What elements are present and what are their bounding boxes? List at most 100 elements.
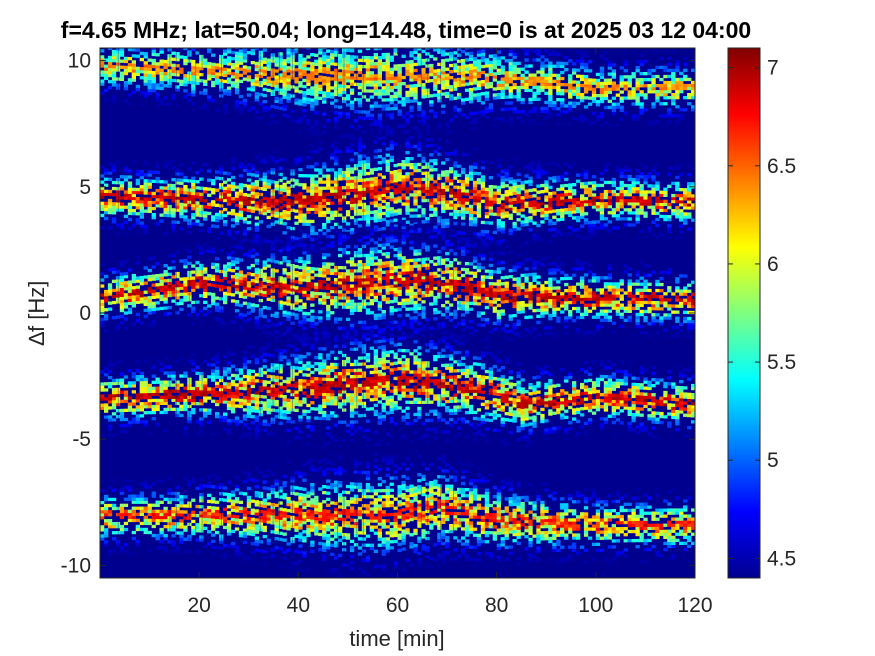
heat-cell [183, 215, 188, 219]
heat-cell [417, 119, 422, 124]
heat-cell [183, 289, 188, 293]
heat-cell [187, 197, 192, 201]
heat-cell [238, 303, 244, 308]
heat-cell [393, 191, 398, 195]
heat-cell [274, 84, 279, 88]
heat-cell [338, 177, 343, 181]
heat-cell [203, 82, 208, 86]
heat-cell [123, 193, 129, 197]
heat-cell [449, 76, 454, 80]
heat-cell [353, 212, 359, 216]
heat-cell [167, 63, 172, 67]
heat-cell [405, 60, 410, 64]
heat-cell [377, 130, 382, 134]
heat-cell [318, 207, 323, 212]
heat-cell [322, 76, 327, 80]
heat-cell [211, 65, 216, 69]
heat-cell [326, 253, 331, 257]
heat-cell [270, 192, 275, 196]
heat-cell [242, 48, 248, 51]
heat-cell [417, 162, 422, 167]
heat-cell [389, 213, 394, 217]
heat-cell [294, 236, 299, 241]
heat-cell [524, 195, 529, 199]
heat-cell [627, 90, 632, 94]
heat-cell [258, 102, 263, 106]
heat-cell [568, 195, 573, 199]
heat-cell [302, 278, 307, 282]
heat-cell [155, 295, 160, 299]
heat-cell [457, 197, 462, 202]
heat-cell [330, 50, 335, 54]
heat-cell [540, 73, 545, 77]
heat-cell [417, 187, 422, 191]
heat-cell [655, 93, 660, 97]
heat-cell [258, 50, 263, 54]
heat-cell [223, 300, 228, 305]
heat-cell [302, 72, 307, 77]
heat-cell [349, 188, 355, 192]
heat-cell [199, 73, 204, 77]
heat-cell [663, 202, 668, 207]
heat-cell [472, 57, 478, 61]
heat-cell [314, 80, 319, 85]
heat-cell [314, 120, 319, 124]
heat-cell [238, 67, 244, 71]
heat-cell [496, 117, 501, 121]
heat-cell [246, 178, 252, 182]
heat-cell [484, 79, 490, 83]
heat-cell [334, 222, 339, 226]
heat-cell [318, 66, 323, 70]
heat-cell [516, 61, 521, 65]
heat-cell [119, 74, 125, 78]
heat-cell [238, 207, 244, 211]
heat-cell [417, 129, 422, 133]
heat-cell [655, 205, 660, 209]
heat-cell [115, 68, 121, 72]
heat-cell [429, 165, 434, 169]
heat-cell [179, 277, 184, 281]
heat-cell [171, 196, 176, 200]
heat-cell [349, 206, 355, 211]
heat-cell [171, 97, 176, 101]
heat-cell [310, 297, 315, 301]
heat-cell [580, 99, 585, 103]
heat-cell [667, 62, 672, 66]
heat-cell [290, 199, 295, 203]
heat-cell [183, 218, 188, 222]
heat-cell [250, 48, 255, 53]
heat-cell [310, 186, 315, 190]
heat-cell [302, 198, 307, 202]
heat-cell [377, 74, 382, 78]
heat-cell [349, 170, 355, 174]
heat-cell [441, 206, 446, 211]
heat-cell [695, 69, 699, 72]
heat-cell [619, 196, 624, 200]
heat-cell [441, 200, 446, 204]
heat-cell [619, 183, 624, 188]
heat-cell [679, 200, 684, 204]
heat-cell [500, 215, 505, 219]
heat-cell [290, 285, 295, 289]
heat-cell [484, 76, 490, 80]
heat-cell [183, 185, 188, 189]
heat-cell [480, 184, 486, 188]
heat-cell [258, 298, 263, 303]
heat-cell [183, 80, 188, 84]
heat-cell [230, 275, 236, 279]
heat-cell [623, 51, 628, 55]
heat-cell [603, 192, 609, 197]
heat-cell [342, 293, 347, 297]
heat-cell [310, 237, 315, 242]
heat-cell [524, 79, 529, 83]
heat-cell [107, 80, 113, 84]
heat-cell [302, 302, 307, 306]
heat-cell [405, 157, 410, 161]
heat-cell [314, 250, 319, 254]
heat-cell [338, 302, 343, 306]
heat-cell [274, 75, 279, 79]
heat-cell [131, 277, 136, 281]
heat-cell [310, 125, 315, 129]
heat-cell [675, 114, 680, 118]
heat-cell [254, 261, 259, 265]
